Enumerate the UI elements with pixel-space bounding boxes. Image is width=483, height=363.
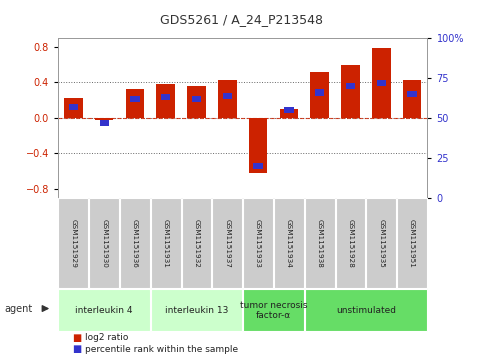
Text: interleukin 13: interleukin 13 [165, 306, 228, 315]
Bar [126, 89, 144, 118]
Bar [311, 72, 329, 118]
Text: GSM1151936: GSM1151936 [132, 219, 138, 268]
Bar [254, 163, 263, 169]
Bar [161, 94, 170, 100]
Bar [156, 84, 175, 118]
Text: GSM1151933: GSM1151933 [255, 219, 261, 268]
Text: unstimulated: unstimulated [336, 306, 396, 315]
Bar [99, 120, 109, 126]
Text: GSM1151932: GSM1151932 [194, 219, 199, 268]
Bar [377, 80, 386, 86]
Bar [69, 104, 78, 110]
Text: log2 ratio: log2 ratio [85, 333, 128, 342]
Bar [408, 91, 417, 97]
Bar [95, 118, 114, 120]
Text: ■: ■ [72, 333, 82, 343]
Bar [280, 109, 298, 118]
Text: GSM1151930: GSM1151930 [101, 219, 107, 268]
Bar [315, 89, 324, 95]
Text: agent: agent [5, 303, 33, 314]
Text: ■: ■ [72, 344, 82, 354]
Text: GSM1151934: GSM1151934 [286, 219, 292, 268]
Text: GDS5261 / A_24_P213548: GDS5261 / A_24_P213548 [160, 13, 323, 26]
Bar [284, 107, 294, 113]
Text: GSM1151931: GSM1151931 [163, 219, 169, 268]
Bar [403, 80, 421, 118]
Bar [249, 118, 268, 173]
Text: GSM1151928: GSM1151928 [347, 219, 354, 268]
Text: interleukin 4: interleukin 4 [75, 306, 133, 315]
Bar [341, 65, 360, 118]
Bar [130, 96, 140, 102]
Text: GSM1151938: GSM1151938 [317, 219, 323, 268]
Bar [192, 96, 201, 102]
Bar [218, 80, 237, 118]
Bar [223, 93, 232, 99]
Text: GSM1151937: GSM1151937 [224, 219, 230, 268]
Bar [187, 86, 206, 118]
Text: GSM1151929: GSM1151929 [71, 219, 76, 268]
Text: percentile rank within the sample: percentile rank within the sample [85, 345, 238, 354]
Text: GSM1151935: GSM1151935 [378, 219, 384, 268]
Text: tumor necrosis
factor-α: tumor necrosis factor-α [240, 301, 307, 320]
Bar [372, 48, 390, 118]
Bar [64, 98, 83, 118]
Bar [346, 83, 355, 89]
Text: GSM1151951: GSM1151951 [409, 219, 415, 268]
